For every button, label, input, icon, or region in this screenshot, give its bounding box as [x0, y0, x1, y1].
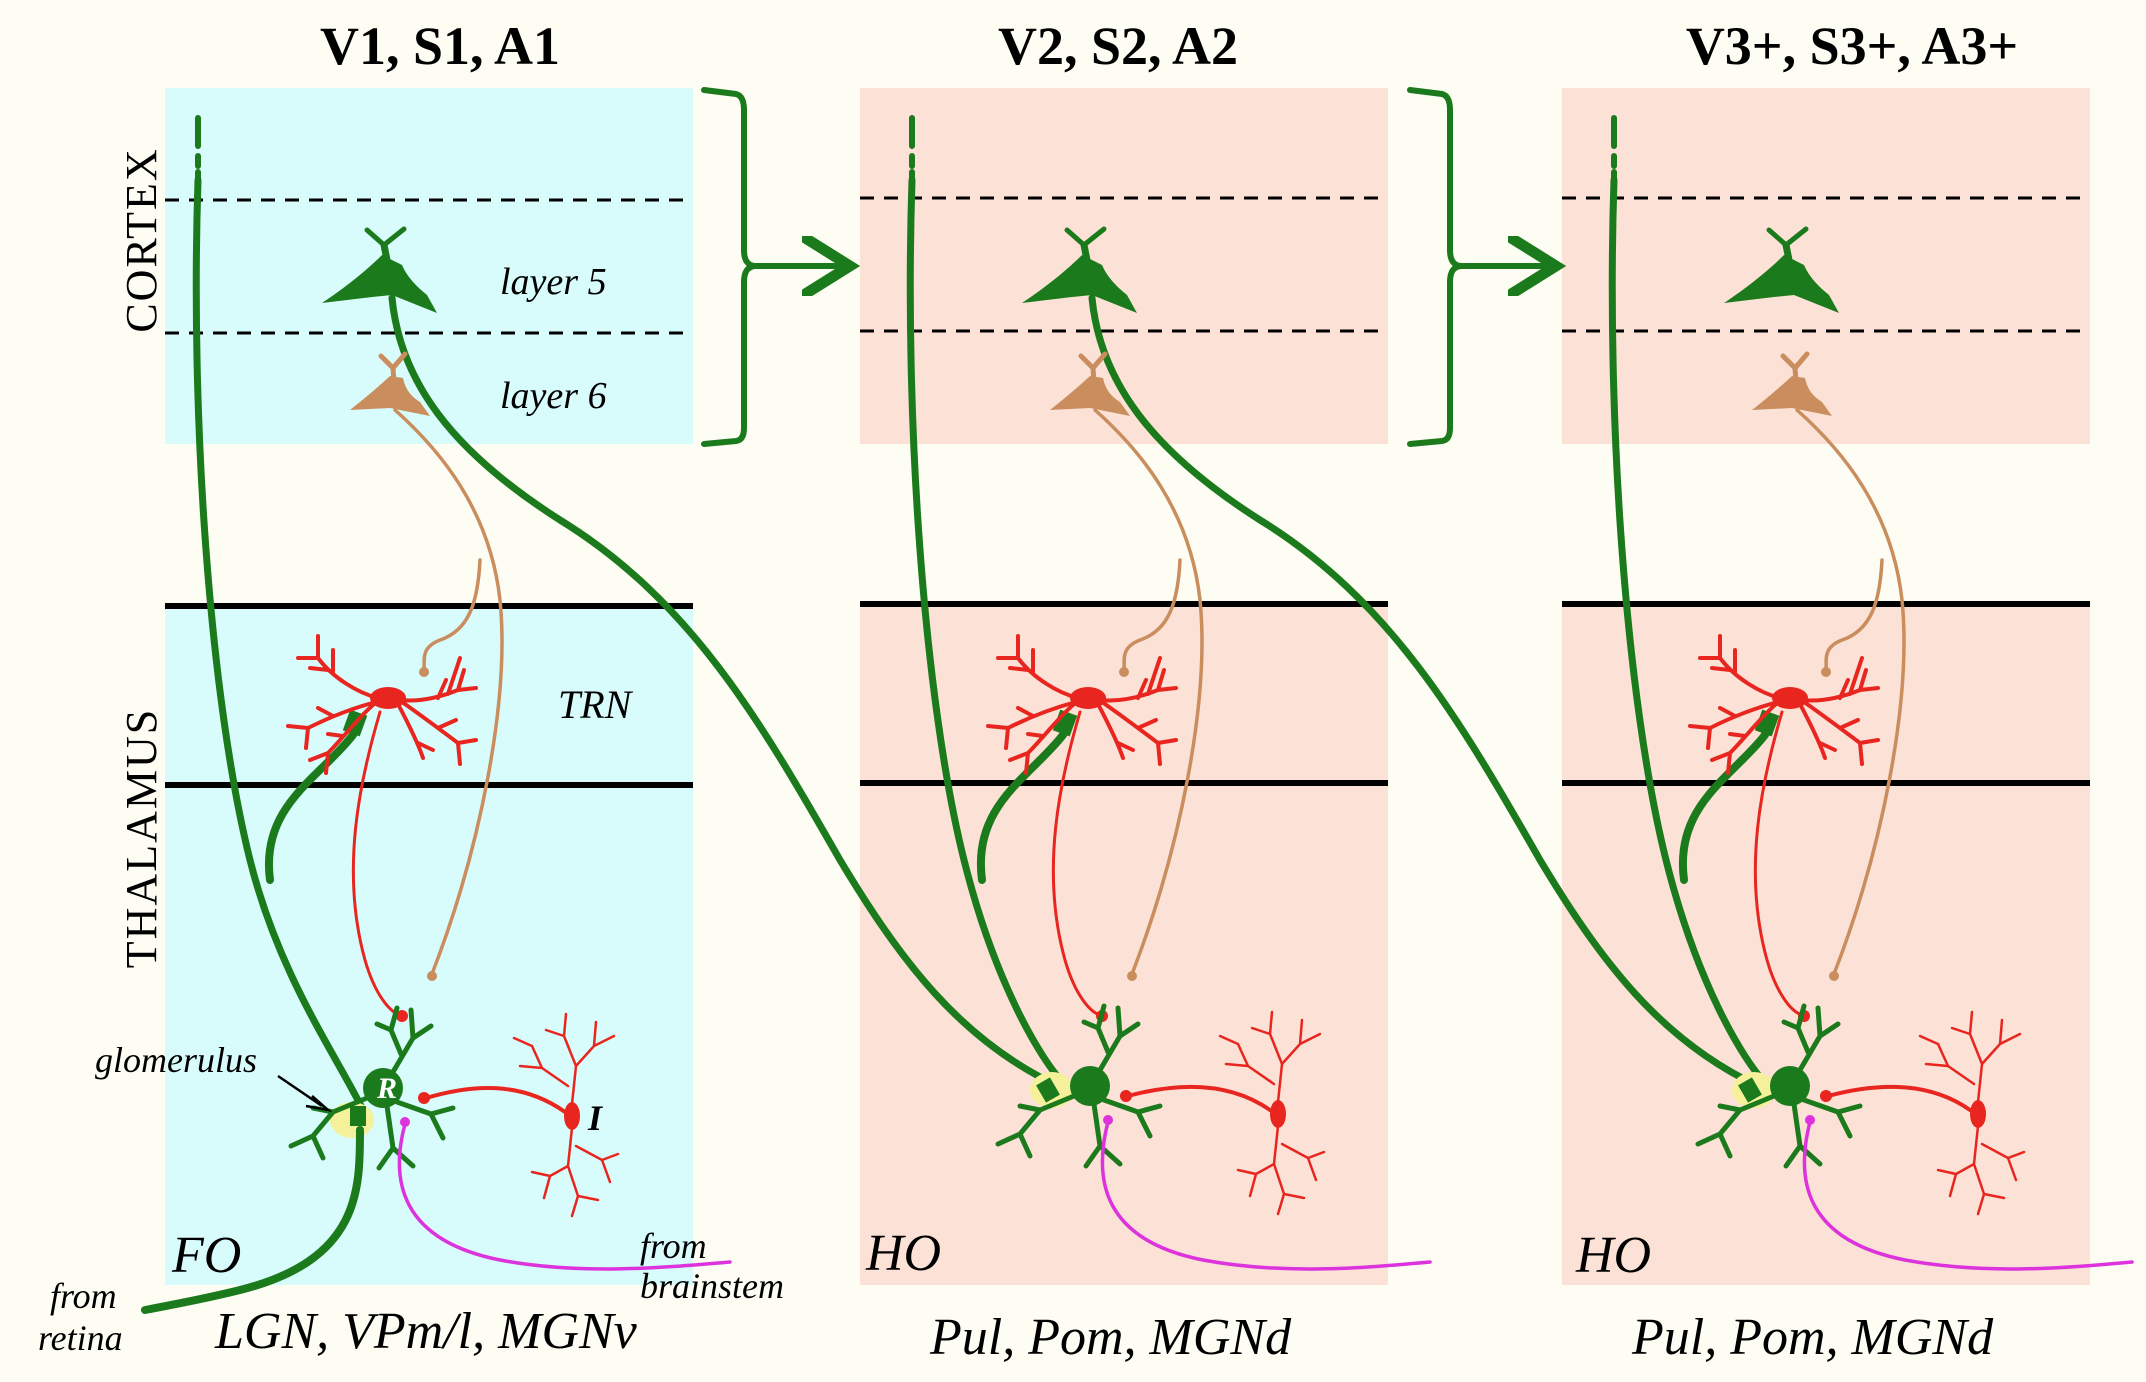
column-2-title: V2, S2, A2: [998, 16, 1238, 76]
nucleus-type-1: FO: [171, 1227, 241, 1284]
column-3-circuit: [1608, 115, 2134, 1271]
interneuron-label: I: [587, 1098, 604, 1138]
nucleus-type-3: HO: [1575, 1227, 1651, 1284]
layer-6-label: layer 6: [500, 375, 607, 417]
nucleus-type-2: HO: [865, 1225, 941, 1282]
cortex-label: CORTEX: [117, 147, 166, 332]
from-retina-label-1: from: [50, 1276, 117, 1316]
trn-label: TRN: [558, 682, 634, 727]
thalamus-label: THALAMUS: [117, 708, 166, 968]
layer-boundaries: [165, 196, 2090, 335]
from-brainstem-label-2: brainstem: [640, 1266, 784, 1306]
relay-cell-label: R: [376, 1072, 397, 1105]
from-brainstem-label-1: from: [640, 1226, 707, 1266]
layer-5-label: layer 5: [500, 261, 607, 303]
column-2-circuit: [906, 115, 1762, 1271]
column-1-circuit: R I glomerulus: [95, 115, 1062, 1314]
from-retina-label-2: retina: [38, 1318, 123, 1358]
nuclei-label-2: Pul, Pom, MGNd: [929, 1309, 1292, 1366]
glomerulus-label: glomerulus: [95, 1040, 257, 1080]
nuclei-label-3: Pul, Pom, MGNd: [1631, 1309, 1994, 1366]
column-3-title: V3+, S3+, A3+: [1686, 16, 2018, 76]
column-1-title: V1, S1, A1: [320, 16, 560, 76]
bracket-arrow-1: [701, 87, 838, 447]
nuclei-label-1: LGN, VPm/l, MGNv: [214, 1303, 638, 1360]
bracket-arrow-2: [1407, 87, 1544, 447]
